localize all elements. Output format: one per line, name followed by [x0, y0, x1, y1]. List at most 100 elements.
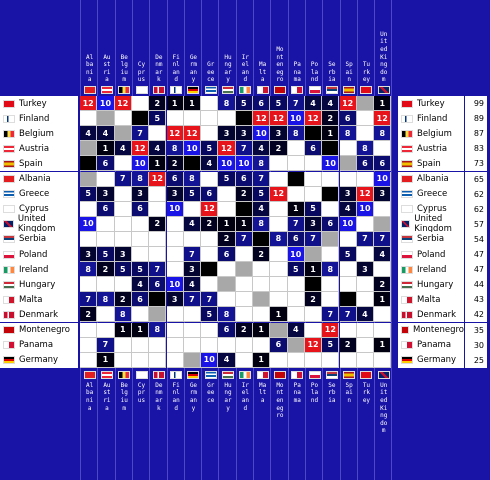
vote-cell: 4 [304, 96, 323, 112]
column-name: Finland [172, 381, 180, 412]
vote-cell [149, 126, 167, 142]
vote-cell: 6 [253, 96, 271, 112]
column-header-bottom: Montenegro [272, 370, 287, 420]
vote-cell [356, 216, 375, 232]
vote-cell [339, 322, 357, 338]
greece-flag [401, 190, 413, 199]
vote-cell [114, 231, 132, 247]
vote-cell [356, 171, 375, 187]
vote-cell: 1 [97, 352, 115, 368]
vote-cell: 4 [201, 156, 219, 172]
vote-cell: 7 [131, 126, 150, 142]
vote-cell [356, 96, 375, 112]
total-score: 30 [465, 337, 487, 353]
vote-cell [253, 231, 271, 247]
vote-cell [304, 307, 323, 323]
vote-cell: 12 [114, 96, 132, 112]
vote-cell: 7 [80, 292, 98, 308]
row-label-right: Greece [398, 186, 464, 202]
row-label: Austria [0, 141, 78, 157]
vote-cell [131, 247, 150, 263]
vote-cell: 10 [322, 156, 340, 172]
vote-cell [149, 186, 167, 202]
row-country-name: Ireland [417, 264, 447, 275]
column-separator [391, 0, 393, 480]
row-label-right: Belgium [398, 126, 464, 142]
vote-cell: 2 [235, 322, 253, 338]
total-score: 87 [465, 126, 487, 142]
spain-flag [343, 370, 356, 379]
germany-flag [401, 356, 413, 365]
vote-cell [356, 337, 375, 353]
vote-cell: 1 [149, 156, 167, 172]
column-name: Hungary [224, 53, 232, 84]
belgium-flag [118, 370, 131, 379]
vote-cell [356, 322, 375, 338]
vote-cell: 2 [374, 277, 392, 293]
vote-cell: 8 [322, 262, 340, 278]
column-header-bottom: Hungary [220, 370, 235, 412]
vote-cell: 12 [183, 126, 202, 142]
row-country-name: Poland [19, 249, 48, 260]
row-country-name: Cyprus [417, 204, 447, 215]
vote-cell [114, 126, 132, 142]
vote-cell: 6 [166, 171, 184, 187]
vote-cell [374, 201, 392, 217]
row-label: Cyprus [0, 201, 78, 217]
column-name: Cyprus [137, 381, 146, 404]
vote-cell [201, 111, 219, 127]
row-label-right: Germany [398, 352, 464, 368]
vote-cell [183, 337, 202, 353]
vote-cell [374, 352, 392, 368]
column-name: Germany [189, 53, 198, 84]
vote-cell [322, 141, 340, 157]
vote-cell: 4 [287, 322, 305, 338]
column-name: Panama [293, 61, 301, 84]
vote-cell: 5 [80, 186, 98, 202]
montenegro-flag [273, 86, 286, 94]
vote-cell: 5 [304, 201, 323, 217]
vote-cell [201, 231, 219, 247]
vote-cell [80, 111, 98, 127]
vote-cell: 2 [114, 292, 132, 308]
column-name: Hungary [224, 381, 232, 412]
vote-cell: 6 [356, 156, 375, 172]
vote-cell [201, 171, 219, 187]
germany-flag [187, 370, 200, 379]
vote-cell: 3 [131, 186, 150, 202]
vote-cell: 2 [166, 156, 184, 172]
vote-cell [201, 126, 219, 142]
vote-cell [356, 292, 375, 308]
vote-cell [339, 231, 357, 247]
vote-cell [253, 262, 271, 278]
belgium-flag [401, 129, 413, 138]
vote-cell [166, 337, 184, 353]
vote-cell [253, 277, 271, 293]
vote-cell [235, 277, 253, 293]
vote-cell [114, 352, 132, 368]
row-label-right: Finland [398, 111, 464, 127]
row-country-name: Hungary [19, 279, 56, 290]
turkey-flag [401, 99, 413, 108]
vote-cell: 12 [270, 111, 288, 127]
vote-cell [183, 322, 202, 338]
hungary-flag [3, 280, 15, 289]
vote-cell [322, 231, 340, 247]
vote-cell [322, 292, 340, 308]
column-header-top: Hungary [220, 4, 235, 94]
vote-cell: 6 [374, 156, 392, 172]
vote-cell: 1 [131, 322, 150, 338]
vote-cell: 4 [253, 141, 271, 157]
column-header-top: Panama [290, 4, 305, 94]
row-country-name: Germany [417, 355, 457, 366]
row-label: Malta [0, 292, 78, 308]
row-country-name: Spain [19, 158, 43, 169]
row-country-name: Belgium [417, 128, 452, 139]
column-header-bottom: Turkey [359, 370, 374, 405]
row-label: Germany [0, 352, 78, 368]
total-score: 25 [465, 352, 487, 368]
vote-cell [149, 352, 167, 368]
vote-cell: 1 [304, 262, 323, 278]
vote-cell [183, 231, 202, 247]
